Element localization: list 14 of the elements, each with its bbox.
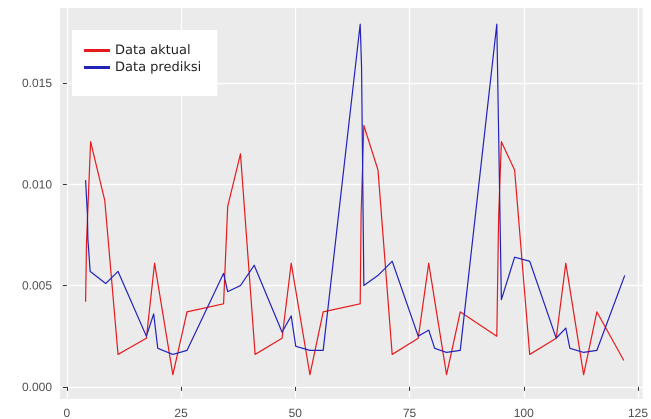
line-series <box>84 24 626 356</box>
y-tick-label: 0.000 <box>22 380 52 394</box>
legend-label: Data prediksi <box>115 60 202 75</box>
legend-label: Data aktual <box>115 43 191 58</box>
x-tick-label: 25 <box>174 406 188 419</box>
x-tick-label: 75 <box>402 406 417 419</box>
y-tick-label: 0.015 <box>22 76 52 90</box>
y-tick-label: 0.010 <box>22 177 52 192</box>
line-series <box>84 124 624 376</box>
x-tick-label: 50 <box>288 406 302 419</box>
x-tick-label: 0 <box>64 406 71 419</box>
y-tick-label: 0.005 <box>22 278 52 293</box>
x-tick-label: 100 <box>514 406 534 419</box>
x-tick-label: 125 <box>628 406 648 419</box>
